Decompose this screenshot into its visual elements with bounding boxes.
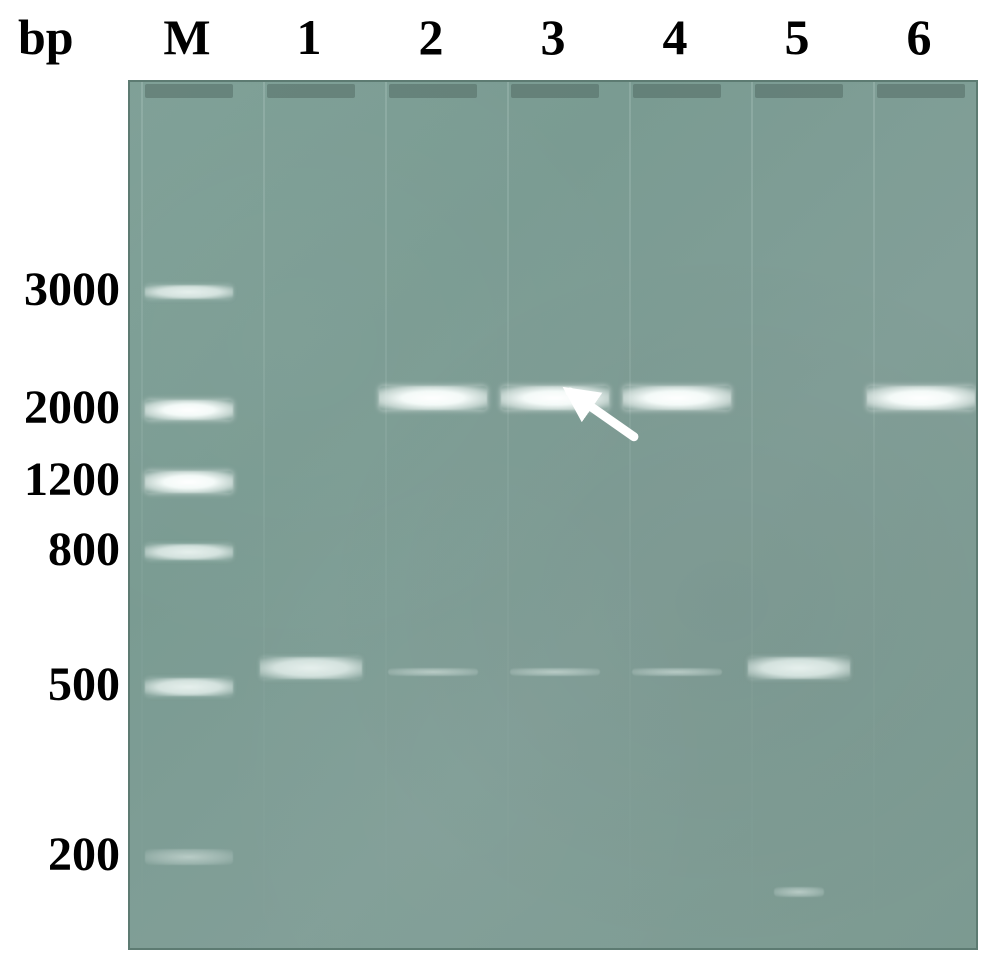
lane-streak <box>507 82 509 948</box>
sample-band-lane-4 <box>632 668 722 676</box>
sample-band-lane-5 <box>774 887 824 897</box>
gel-well <box>633 84 721 98</box>
gel-image <box>128 80 978 950</box>
marker-size-label: 2000 <box>0 380 120 435</box>
lane-streak <box>141 82 143 948</box>
marker-size-label: 800 <box>0 522 120 577</box>
lane-label-2: 2 <box>406 8 456 66</box>
gel-well <box>755 84 843 98</box>
lane-header-row: bp M 1 2 3 4 5 6 <box>0 8 993 68</box>
sample-band-lane-5 <box>748 657 850 679</box>
gel-well <box>511 84 599 98</box>
gel-well <box>145 84 233 98</box>
lane-streak <box>385 82 387 948</box>
marker-band-2000 <box>145 400 233 420</box>
gel-well <box>267 84 355 98</box>
lane-label-5: 5 <box>772 8 822 66</box>
marker-band-3000 <box>145 285 233 299</box>
sample-band-lane-1 <box>260 657 362 679</box>
lane-label-4: 4 <box>650 8 700 66</box>
lane-label-marker: M <box>162 8 212 66</box>
sample-band-lane-4 <box>623 386 731 410</box>
marker-size-label: 3000 <box>0 262 120 317</box>
lane-streak <box>873 82 875 948</box>
lane-streak <box>263 82 265 948</box>
lane-label-3: 3 <box>528 8 578 66</box>
marker-size-label: 1200 <box>0 452 120 507</box>
sample-band-lane-2 <box>379 386 487 410</box>
marker-band-500 <box>145 678 233 696</box>
lane-streak <box>629 82 631 948</box>
marker-band-1200 <box>145 471 233 493</box>
gel-well <box>877 84 965 98</box>
marker-size-label: 500 <box>0 657 120 712</box>
lane-label-6: 6 <box>894 8 944 66</box>
sample-band-lane-3 <box>501 386 609 410</box>
sample-band-lane-6 <box>867 386 975 410</box>
marker-band-200 <box>145 849 233 865</box>
marker-band-800 <box>145 544 233 560</box>
lane-streak <box>751 82 753 948</box>
marker-size-label: 200 <box>0 827 120 882</box>
lane-label-1: 1 <box>284 8 334 66</box>
sample-band-lane-2 <box>388 668 478 676</box>
gel-well <box>389 84 477 98</box>
bp-unit-label: bp <box>18 8 74 66</box>
gel-noise-overlay <box>130 82 976 948</box>
sample-band-lane-3 <box>510 668 600 676</box>
